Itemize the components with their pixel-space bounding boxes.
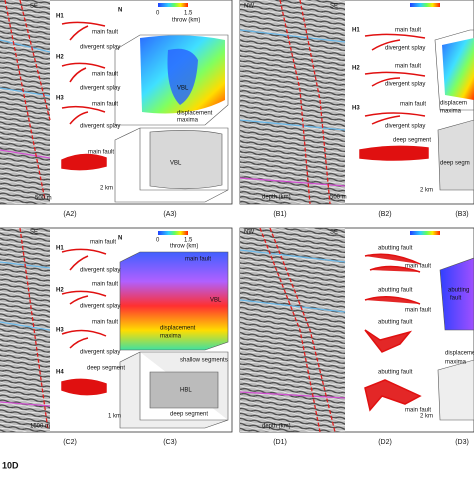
label: 0 bbox=[156, 11, 160, 17]
label: divergent splay bbox=[80, 45, 120, 51]
label: (D1) bbox=[273, 439, 287, 446]
label: H1 bbox=[56, 14, 64, 20]
label: main fault bbox=[405, 264, 431, 270]
label: (D2) bbox=[378, 439, 392, 446]
label: deep segment bbox=[393, 138, 431, 144]
label: divergent splay bbox=[385, 82, 425, 88]
label: depth (km) bbox=[262, 424, 291, 430]
seismic-sections bbox=[0, 0, 346, 433]
label: 500 m bbox=[35, 196, 52, 202]
label: abutting fault bbox=[378, 288, 413, 294]
labels: SE H1 main fault divergent splay H2 main faul… bbox=[30, 4, 474, 446]
label: displacem bbox=[440, 101, 467, 107]
label: 0 bbox=[156, 238, 160, 244]
label: deep segment bbox=[87, 366, 125, 372]
label: displacement bbox=[160, 326, 196, 332]
label: main fault bbox=[400, 102, 426, 108]
label: H2 bbox=[352, 66, 360, 72]
label: SE bbox=[330, 4, 338, 10]
label: H1 bbox=[352, 28, 360, 34]
label: abutting fault bbox=[378, 320, 413, 326]
label: H3 bbox=[56, 96, 64, 102]
label: abutting fault bbox=[378, 246, 413, 252]
label: 2 km bbox=[100, 186, 113, 192]
label: 1 km bbox=[108, 414, 121, 420]
label: main fault bbox=[90, 240, 116, 246]
label: SE bbox=[30, 230, 38, 236]
label: NW bbox=[244, 230, 254, 236]
label: N bbox=[118, 236, 122, 242]
label: maxima bbox=[440, 109, 462, 115]
label: main fault bbox=[185, 257, 211, 263]
label: main fault bbox=[88, 150, 114, 156]
label: (B2) bbox=[378, 211, 391, 218]
label: maxima bbox=[160, 334, 182, 340]
label: shallow segments bbox=[180, 358, 228, 364]
label: divergent splay bbox=[80, 350, 120, 356]
label: NW bbox=[244, 4, 254, 10]
label: main fault bbox=[92, 102, 118, 108]
label: abutting fault bbox=[378, 370, 413, 376]
label: VBL bbox=[210, 298, 222, 304]
label: 2 km bbox=[420, 188, 433, 194]
label: displacement bbox=[177, 111, 213, 117]
label: divergent splay bbox=[385, 124, 425, 130]
label: SE bbox=[30, 4, 38, 10]
label: H2 bbox=[56, 55, 64, 61]
label: 1500 m bbox=[30, 424, 50, 430]
label: HBL bbox=[180, 388, 192, 394]
label: main fault bbox=[92, 320, 118, 326]
label: H1 bbox=[56, 246, 64, 252]
label: main fault bbox=[395, 28, 421, 34]
label: H3 bbox=[56, 328, 64, 334]
label: VBL bbox=[177, 86, 189, 92]
label: main fault bbox=[92, 282, 118, 288]
label: (C3) bbox=[163, 439, 177, 446]
label: deep segm bbox=[440, 161, 470, 167]
figure-label: 10D bbox=[2, 460, 19, 470]
label: SE bbox=[330, 230, 338, 236]
label: (B1) bbox=[273, 211, 286, 218]
label: main fault bbox=[405, 408, 431, 414]
label: deep segment bbox=[170, 412, 208, 418]
label: 500 m bbox=[330, 195, 347, 201]
label: 1.5 bbox=[184, 238, 193, 244]
label: main fault bbox=[92, 72, 118, 78]
color-bars bbox=[158, 3, 440, 235]
label: H4 bbox=[56, 370, 64, 376]
label: (C2) bbox=[63, 439, 77, 446]
label: fault bbox=[450, 296, 462, 302]
label: (A3) bbox=[163, 211, 176, 218]
label: VBL bbox=[170, 161, 182, 167]
label: abutting bbox=[448, 288, 469, 294]
label: main fault bbox=[395, 64, 421, 70]
label: maxima bbox=[177, 118, 199, 124]
label: throw (km) bbox=[170, 244, 198, 250]
label: main fault bbox=[92, 30, 118, 36]
label: depth (km) bbox=[262, 195, 291, 201]
label: divergent splay bbox=[80, 86, 120, 92]
label: N bbox=[118, 8, 122, 14]
label: (B3) bbox=[455, 211, 468, 218]
label: throw (km) bbox=[172, 18, 200, 24]
label: (A2) bbox=[63, 211, 76, 218]
label: H3 bbox=[352, 106, 360, 112]
label: divergent splay bbox=[80, 268, 120, 274]
label: main fault bbox=[405, 308, 431, 314]
label: (D3) bbox=[455, 439, 469, 446]
label: divergent splay bbox=[80, 124, 120, 130]
label: divergent splay bbox=[80, 304, 120, 310]
label: maxima bbox=[445, 360, 467, 366]
label: 1.5 bbox=[184, 11, 193, 17]
label: H2 bbox=[56, 288, 64, 294]
label: displacement bbox=[445, 351, 474, 357]
label: divergent splay bbox=[385, 46, 425, 52]
3d-models bbox=[114, 29, 474, 429]
fault-sketches bbox=[61, 21, 429, 412]
label: 2 km bbox=[420, 414, 433, 420]
